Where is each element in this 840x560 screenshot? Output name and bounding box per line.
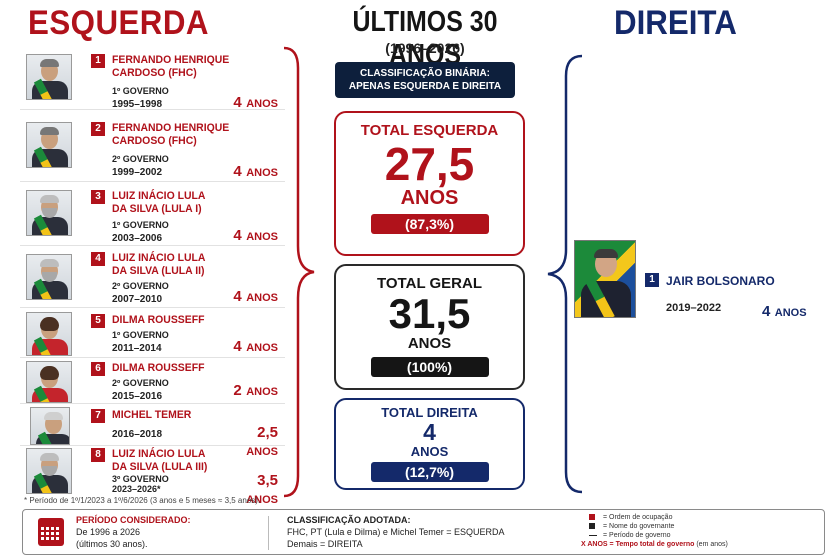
order-swatch-icon — [589, 514, 595, 521]
governor-name: FERNANDO HENRIQUE CARDOSO (FHC) — [112, 122, 230, 147]
governor-name: DILMA ROUSSEFF — [112, 362, 205, 374]
term-label: 2º GOVERNO — [112, 378, 169, 388]
classification-badge: CLASSIFICAÇÃO BINÁRIA: APENAS ESQUERDA E… — [335, 62, 515, 98]
period-label: 2023–2026* — [112, 484, 161, 494]
total-right-box: TOTAL DIREITA 4 ANOS (12,7%) — [334, 398, 525, 490]
term-label: 2º GOVERNO — [112, 154, 169, 164]
governor-name: FERNANDO HENRIQUE CARDOSO (FHC) — [112, 54, 230, 79]
lula-portrait — [26, 254, 72, 300]
legend-order: = Ordem de ocupação — [589, 514, 672, 521]
order-number: 8 — [91, 448, 105, 462]
period-label: 2019–2022 — [666, 302, 722, 314]
period-label: 2015–2016 — [112, 391, 163, 402]
period-label: 1995–1998 — [112, 99, 163, 110]
temer-portrait — [30, 407, 70, 445]
lula-portrait — [26, 190, 72, 236]
list-item: 2 FERNANDO HENRIQUE CARDOSO (FHC) 2º GOVE… — [0, 110, 285, 182]
years-label: 4 ANOS — [233, 163, 278, 180]
years-label: 4 ANOS — [233, 94, 278, 111]
period-label: 2016–2018 — [112, 429, 163, 440]
classification-line: FHC, PT (Lula e Dilma) e Michel Temer = … — [287, 527, 505, 537]
total-overall-percent: (100%) — [370, 357, 489, 377]
period-title: PERÍODO CONSIDERADO: — [76, 515, 191, 525]
term-label: 2º GOVERNO — [112, 281, 169, 291]
legend-name: = Nome do governante — [589, 523, 674, 530]
left-brace — [283, 46, 315, 498]
governor-name: LUIZ INÁCIO LULA DA SILVA (LULA II) — [112, 252, 206, 277]
classification-title: CLASSIFICAÇÃO ADOTADA: — [287, 515, 411, 525]
period-line-icon — [589, 534, 597, 536]
name-swatch-icon — [589, 523, 595, 530]
term-label: 1º GOVERNO — [112, 330, 169, 340]
years-label: 2 ANOS — [233, 382, 278, 399]
order-number: 7 — [91, 409, 105, 423]
total-left-value: 27,5 — [384, 138, 475, 190]
total-right-percent: (12,7%) — [370, 462, 489, 482]
list-item: 7 MICHEL TEMER 2016–2018 2,5 ANOS — [0, 404, 285, 458]
center-subheader: (1996–2026) — [385, 40, 465, 56]
governor-name: LUIZ INÁCIO LULA DA SILVA (LULA I) — [112, 190, 206, 215]
legend-years: X ANOS = Tempo total de governo (em anos… — [581, 541, 728, 548]
total-left-unit: ANOS — [400, 187, 459, 209]
lula-portrait — [26, 448, 72, 494]
years-label: 3,5 ANOS — [246, 472, 278, 506]
order-number: 5 — [91, 314, 105, 328]
term-label: 1º GOVERNO — [112, 220, 169, 230]
calendar-icon — [38, 518, 64, 546]
period-label: 2003–2006 — [112, 233, 163, 244]
years-label: 4 ANOS — [762, 303, 807, 320]
total-overall-unit: ANOS — [407, 335, 452, 352]
years-label: 2,5 ANOS — [246, 424, 278, 458]
order-number: 6 — [91, 362, 105, 376]
footer-info-box: PERÍODO CONSIDERADO: De 1996 a 2026 (últ… — [22, 509, 825, 555]
total-left-box: TOTAL ESQUERDA 27,5 ANOS (87,3%) — [334, 111, 525, 256]
bolsonaro-portrait — [574, 240, 636, 318]
legend-period: = Período de governo — [589, 532, 671, 539]
order-number: 4 — [91, 252, 105, 266]
total-right-unit: ANOS — [410, 444, 449, 459]
period-line: (últimos 30 anos). — [76, 539, 148, 549]
years-label: 4 ANOS — [233, 288, 278, 305]
total-left-percent: (87,3%) — [370, 214, 489, 234]
dilma-portrait — [26, 361, 72, 403]
governor-name: JAIR BOLSONARO — [666, 274, 775, 288]
governor-name: DILMA ROUSSEFF — [112, 314, 205, 326]
total-left-label: TOTAL ESQUERDA — [360, 122, 499, 139]
fhc-portrait — [26, 54, 72, 100]
period-label: 2007–2010 — [112, 294, 163, 305]
list-item: 8 LUIZ INÁCIO LULA DA SILVA (LULA III) 3º… — [0, 446, 285, 506]
total-right-label: TOTAL DIREITA — [381, 405, 478, 420]
fhc-portrait — [26, 122, 72, 168]
years-label: 4 ANOS — [233, 227, 278, 244]
dilma-portrait — [26, 312, 72, 356]
total-overall-label: TOTAL GERAL — [377, 275, 482, 292]
left-header: ESQUERDA — [28, 4, 209, 42]
governor-name: LUIZ INÁCIO LULA DA SILVA (LULA III) — [112, 448, 208, 473]
order-number: 2 — [91, 122, 105, 136]
order-number: 1 — [645, 273, 659, 287]
term-label: 1º GOVERNO — [112, 86, 169, 96]
right-brace — [547, 54, 583, 494]
governor-name: MICHEL TEMER — [112, 409, 192, 421]
list-item: 3 LUIZ INÁCIO LULA DA SILVA (LULA I) 1º G… — [0, 182, 285, 246]
period-label: 1999–2002 — [112, 167, 163, 178]
footnote: * Período de 1º/1/2023 a 1º/6/2026 (3 an… — [24, 496, 261, 505]
list-item: 6 DILMA ROUSSEFF 2º GOVERNO 2015–2016 2 … — [0, 358, 285, 404]
term-label: 3º GOVERNO — [112, 474, 169, 484]
period-label: 2011–2014 — [112, 343, 162, 354]
total-overall-box: TOTAL GERAL 31,5 ANOS (100%) — [334, 264, 525, 390]
classification-line: Demais = DIREITA — [287, 539, 363, 549]
list-item: 5 DILMA ROUSSEFF 1º GOVERNO 2011–2014 4 … — [0, 308, 285, 358]
list-item: 4 LUIZ INÁCIO LULA DA SILVA (LULA II) 2º … — [0, 246, 285, 308]
right-header: DIREITA — [614, 4, 737, 42]
list-item: 1 FERNANDO HENRIQUE CARDOSO (FHC) 1º GOVE… — [0, 48, 285, 111]
period-line: De 1996 a 2026 — [76, 527, 141, 537]
total-right-value: 4 — [423, 419, 436, 445]
total-overall-value: 31,5 — [388, 290, 471, 337]
years-label: 4 ANOS — [233, 338, 278, 355]
order-number: 1 — [91, 54, 105, 68]
order-number: 3 — [91, 190, 105, 204]
center-header: ÚLTIMOS 30 ANOS — [352, 6, 498, 71]
